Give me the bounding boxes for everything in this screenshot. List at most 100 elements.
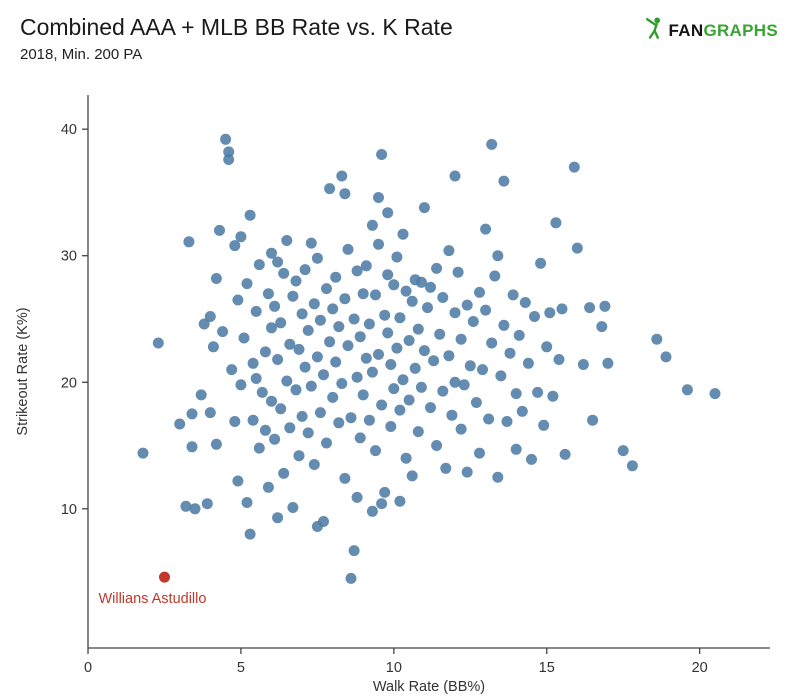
- data-point: [262, 288, 274, 300]
- data-point: [446, 409, 458, 421]
- data-point: [510, 388, 522, 400]
- data-point: [256, 386, 268, 398]
- data-point: [226, 364, 238, 376]
- data-point: [449, 376, 461, 388]
- data-point: [311, 252, 323, 264]
- data-point: [253, 442, 265, 454]
- data-point: [681, 384, 693, 396]
- data-point: [290, 275, 302, 287]
- data-point: [308, 298, 320, 310]
- data-point: [305, 237, 317, 249]
- data-point: [516, 405, 528, 417]
- data-point: [266, 247, 277, 259]
- data-point: [370, 289, 381, 301]
- data-point: [339, 188, 351, 200]
- data-point: [357, 389, 369, 401]
- data-point: [281, 375, 293, 387]
- data-point: [409, 362, 421, 374]
- data-point: [247, 357, 259, 369]
- data-point: [321, 437, 332, 449]
- data-point: [388, 383, 400, 395]
- data-point: [602, 357, 614, 369]
- data-point: [467, 316, 479, 327]
- data-point: [339, 293, 351, 305]
- data-point: [293, 450, 305, 462]
- data-point: [385, 421, 397, 432]
- fangraphs-logo[interactable]: FANGRAPHS: [644, 16, 778, 45]
- data-point: [241, 278, 253, 290]
- data-point: [568, 161, 580, 173]
- data-point: [152, 337, 164, 349]
- data-point: [373, 348, 384, 360]
- data-point: [504, 347, 516, 359]
- data-point: [617, 445, 629, 457]
- data-point: [529, 311, 540, 322]
- data-point: [180, 500, 192, 512]
- data-point: [587, 414, 599, 426]
- data-point: [210, 438, 222, 450]
- data-point: [470, 397, 482, 408]
- data-point: [339, 472, 351, 484]
- data-point: [269, 433, 281, 445]
- data-point: [342, 243, 354, 255]
- data-point: [522, 357, 534, 369]
- data-point: [241, 497, 253, 508]
- data-point: [281, 235, 293, 246]
- data-point: [174, 418, 186, 430]
- data-point: [308, 459, 320, 470]
- data-point: [403, 335, 415, 346]
- data-point: [272, 256, 284, 268]
- data-point: [217, 326, 229, 338]
- data-point: [290, 384, 302, 396]
- data-point: [186, 441, 198, 453]
- data-point: [336, 378, 348, 389]
- data-point: [351, 265, 363, 277]
- data-point: [492, 471, 504, 483]
- data-point: [223, 146, 235, 158]
- data-point: [660, 351, 672, 363]
- data-point: [437, 385, 449, 397]
- data-point: [318, 369, 329, 381]
- data-point: [449, 307, 461, 319]
- data-point: [284, 422, 296, 434]
- data-point: [299, 264, 311, 276]
- data-point: [204, 407, 216, 419]
- data-point: [299, 361, 311, 373]
- data-point: [379, 309, 391, 321]
- y-tick-label: 10: [61, 502, 77, 518]
- data-point: [293, 343, 305, 355]
- data-point: [370, 445, 381, 457]
- data-point: [214, 224, 225, 236]
- data-point: [183, 236, 195, 248]
- data-point: [474, 447, 485, 459]
- data-point: [244, 528, 256, 540]
- data-point: [449, 170, 461, 182]
- data-point: [333, 417, 345, 429]
- data-point: [330, 356, 342, 368]
- x-tick-label: 10: [386, 660, 402, 676]
- data-point: [232, 294, 244, 306]
- data-point: [480, 304, 492, 316]
- data-point: [366, 366, 378, 378]
- data-point: [366, 505, 378, 517]
- data-point: [266, 322, 277, 334]
- data-point: [403, 394, 415, 406]
- y-tick-label: 40: [61, 122, 77, 138]
- data-point: [253, 259, 265, 271]
- data-point: [532, 386, 544, 398]
- data-point: [311, 351, 323, 363]
- data-point: [284, 338, 296, 350]
- data-point: [235, 379, 247, 391]
- data-point: [391, 342, 403, 354]
- data-point: [345, 572, 357, 584]
- fangraphs-batter-icon: [644, 16, 664, 45]
- x-tick-label: 0: [84, 660, 92, 676]
- logo-text-fan: FAN: [668, 20, 704, 40]
- data-point: [526, 453, 537, 465]
- data-point: [238, 332, 250, 344]
- data-point: [229, 240, 241, 252]
- data-point: [376, 149, 388, 160]
- data-point: [247, 414, 259, 426]
